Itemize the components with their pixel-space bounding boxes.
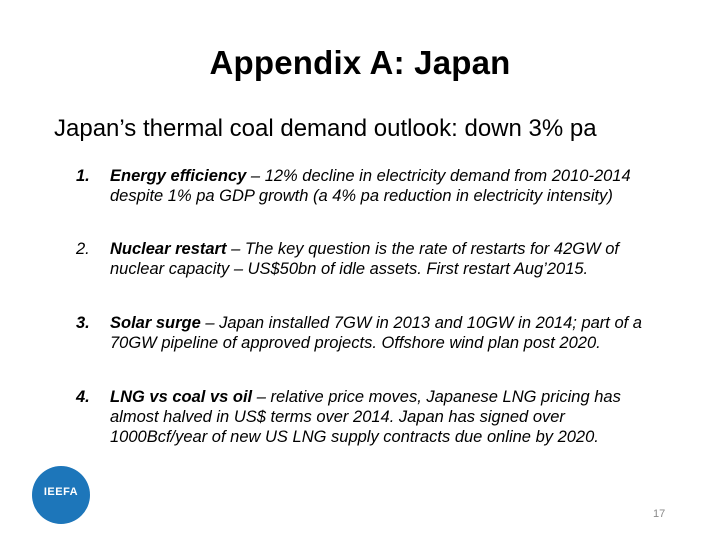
- item-lead: Solar surge: [110, 314, 201, 332]
- item-text-line1: – The key question is the rate of restar…: [226, 240, 619, 258]
- item-number: 1.: [76, 167, 90, 185]
- item-text-line2: despite 1% pa GDP growth (a 4% pa reduct…: [110, 187, 613, 205]
- slide-subtitle: Japan’s thermal coal demand outlook: dow…: [54, 115, 597, 142]
- item-number: 4.: [76, 388, 90, 406]
- logo-text: IEEFA: [43, 486, 79, 498]
- item-text-line3: 1000Bcf/year of new US LNG supply contra…: [110, 428, 599, 446]
- page-number: 17: [653, 508, 666, 520]
- item-lead: LNG vs coal vs oil: [110, 388, 253, 406]
- item-number: 2.: [76, 240, 90, 258]
- item-text-line1: – 12% decline in electricity demand from…: [246, 167, 631, 185]
- item-text-line1: – relative price moves, Japanese LNG pri…: [252, 388, 621, 406]
- item-text-line2: almost halved in US$ terms over 2014. Ja…: [110, 408, 565, 426]
- list-item-energy-efficiency: 1. Energy efficiency – 12% decline in el…: [76, 166, 676, 206]
- item-number: 3.: [76, 314, 90, 332]
- list-item-nuclear-restart: 2. Nuclear restart – The key question is…: [76, 239, 676, 279]
- slide-title: Appendix A: Japan: [209, 44, 511, 81]
- list-item-lng: 4. LNG vs coal vs oil – relative price m…: [76, 387, 676, 447]
- item-text-line2: 70GW pipeline of approved projects. Offs…: [110, 334, 601, 352]
- item-text-line1: – Japan installed 7GW in 2013 and 10GW i…: [200, 314, 642, 332]
- item-text-line2: nuclear capacity – US$50bn of idle asset…: [110, 260, 589, 278]
- ieefa-logo: IEEFA: [32, 466, 90, 524]
- item-lead: Energy efficiency: [110, 167, 247, 185]
- list-item-solar-surge: 3. Solar surge – Japan installed 7GW in …: [76, 313, 676, 353]
- item-lead: Nuclear restart: [110, 240, 227, 258]
